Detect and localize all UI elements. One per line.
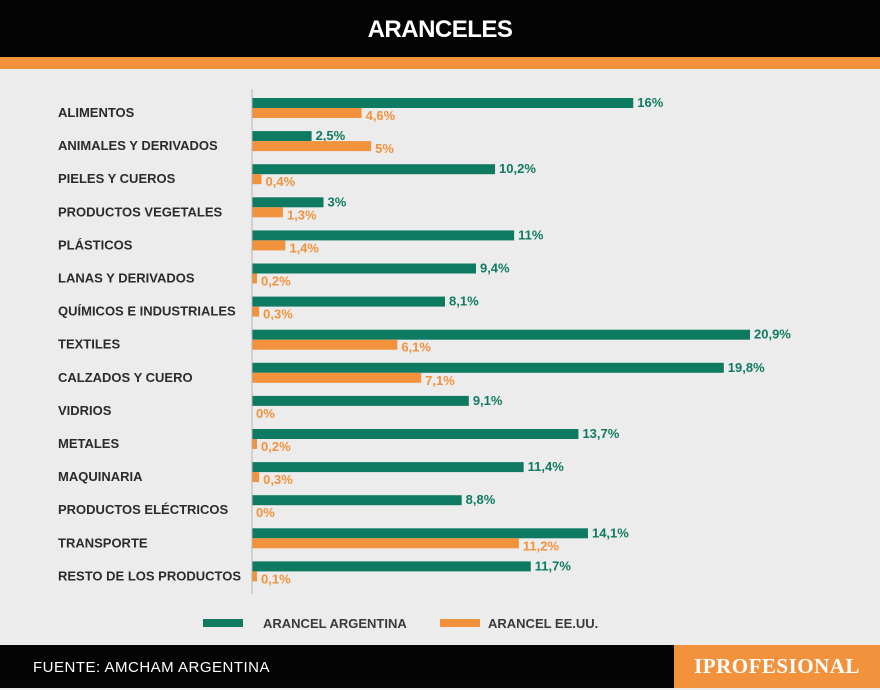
category-label: PIELES Y CUEROS bbox=[58, 171, 176, 186]
bar-eeuu bbox=[252, 538, 519, 549]
value-label-argentina: 9,1% bbox=[473, 393, 503, 408]
footer-bar: FUENTE: AMCHAM ARGENTINA IPROFESIONAL bbox=[0, 645, 880, 688]
bar-argentina bbox=[252, 329, 750, 340]
bar-argentina bbox=[252, 495, 462, 506]
category-label: METALES bbox=[58, 436, 119, 451]
value-label-argentina: 3% bbox=[327, 194, 346, 209]
legend-swatch-eeuu bbox=[440, 619, 480, 627]
legend-swatch-argentina bbox=[203, 619, 243, 627]
bar-argentina bbox=[252, 230, 515, 241]
value-label-argentina: 16% bbox=[637, 95, 663, 110]
value-label-eeuu: 0,4% bbox=[266, 174, 296, 189]
bar-eeuu bbox=[252, 240, 286, 251]
category-label: LANAS Y DERIVADOS bbox=[58, 271, 195, 286]
bar-chart: ALIMENTOS ANIMALES Y DERIVADOS PIELES Y CU… bbox=[0, 69, 880, 645]
brand-logo-text: IPROFESIONAL bbox=[694, 654, 860, 678]
bar-argentina bbox=[252, 296, 446, 307]
bar-eeuu bbox=[252, 174, 262, 185]
category-label: MAQUINARIA bbox=[58, 469, 143, 484]
value-label-eeuu: 1,4% bbox=[289, 240, 319, 255]
bar-argentina bbox=[252, 164, 496, 175]
value-label-eeuu: 1,3% bbox=[287, 207, 317, 222]
value-label-argentina: 11,7% bbox=[535, 558, 572, 573]
bar-eeuu bbox=[252, 108, 362, 118]
value-label-argentina: 11,4% bbox=[528, 459, 565, 474]
bar-argentina bbox=[252, 197, 324, 208]
value-label-eeuu: 7,1% bbox=[425, 373, 455, 388]
value-label-eeuu: 11,2% bbox=[523, 538, 560, 553]
value-label-eeuu: 4,6% bbox=[366, 108, 396, 123]
legend-label-eeuu: ARANCEL EE.UU. bbox=[488, 616, 598, 631]
value-label-eeuu: 0,2% bbox=[261, 439, 291, 454]
value-label-argentina: 9,4% bbox=[480, 261, 510, 276]
bar-eeuu bbox=[252, 472, 260, 483]
category-label: PLÁSTICOS bbox=[58, 237, 133, 252]
value-label-argentina: 13,7% bbox=[582, 426, 619, 441]
category-label: TRANSPORTE bbox=[58, 535, 148, 550]
bar-argentina bbox=[252, 362, 724, 373]
bar-eeuu bbox=[252, 439, 257, 449]
value-label-eeuu: 0,1% bbox=[261, 571, 291, 586]
bar-eeuu bbox=[252, 571, 257, 582]
chart-title: ARANCELES bbox=[367, 16, 513, 43]
source-note: FUENTE: AMCHAM ARGENTINA bbox=[33, 659, 271, 676]
value-label-argentina: 8,1% bbox=[449, 294, 479, 309]
value-label-argentina: 2,5% bbox=[316, 128, 346, 143]
bar-eeuu bbox=[252, 141, 372, 152]
header-bar: ARANCELES bbox=[0, 0, 880, 57]
bar-eeuu bbox=[252, 339, 398, 350]
bar-argentina bbox=[252, 98, 634, 108]
bar-eeuu bbox=[252, 273, 257, 284]
value-label-eeuu: 6,1% bbox=[401, 340, 431, 355]
category-label: VIDRIOS bbox=[58, 403, 112, 418]
value-label-argentina: 11% bbox=[518, 227, 544, 242]
bar-argentina bbox=[252, 462, 524, 473]
bar-argentina bbox=[252, 528, 588, 539]
category-label: QUÍMICOS E INDUSTRIALES bbox=[58, 304, 236, 319]
category-label: TEXTILES bbox=[58, 337, 120, 352]
value-label-eeuu: 0,3% bbox=[263, 472, 293, 487]
bar-argentina bbox=[252, 561, 531, 572]
category-label: RESTO DE LOS PRODUCTOS bbox=[58, 568, 241, 583]
category-label: ANIMALES Y DERIVADOS bbox=[58, 138, 218, 153]
bar-argentina bbox=[252, 263, 476, 274]
value-label-argentina: 19,8% bbox=[728, 360, 765, 375]
category-label: PRODUCTOS ELÉCTRICOS bbox=[58, 502, 229, 517]
bar-argentina bbox=[252, 395, 469, 406]
bar-eeuu bbox=[252, 306, 260, 317]
value-label-eeuu: 0% bbox=[256, 505, 275, 520]
bar-eeuu bbox=[252, 372, 422, 383]
legend-label-argentina: ARANCEL ARGENTINA bbox=[263, 616, 407, 631]
value-label-eeuu: 5% bbox=[375, 141, 394, 156]
value-label-argentina: 14,1% bbox=[592, 525, 629, 540]
value-label-eeuu: 0,2% bbox=[261, 274, 291, 289]
value-label-eeuu: 0,3% bbox=[263, 307, 293, 322]
value-label-eeuu: 0% bbox=[256, 406, 275, 421]
bar-eeuu bbox=[252, 207, 283, 218]
header-accent-stripe bbox=[0, 57, 880, 69]
bar-argentina bbox=[252, 429, 579, 439]
value-label-argentina: 20,9% bbox=[754, 327, 791, 342]
bar-argentina bbox=[252, 131, 312, 142]
category-label: PRODUCTOS VEGETALES bbox=[58, 204, 223, 219]
value-label-argentina: 10,2% bbox=[499, 161, 536, 176]
chart-canvas: ALIMENTOS ANIMALES Y DERIVADOS PIELES Y CU… bbox=[58, 89, 791, 631]
brand-logo: IPROFESIONAL bbox=[674, 645, 880, 688]
value-label-argentina: 8,8% bbox=[466, 492, 496, 507]
category-label: ALIMENTOS bbox=[58, 105, 135, 120]
category-label: CALZADOS Y CUERO bbox=[58, 370, 193, 385]
